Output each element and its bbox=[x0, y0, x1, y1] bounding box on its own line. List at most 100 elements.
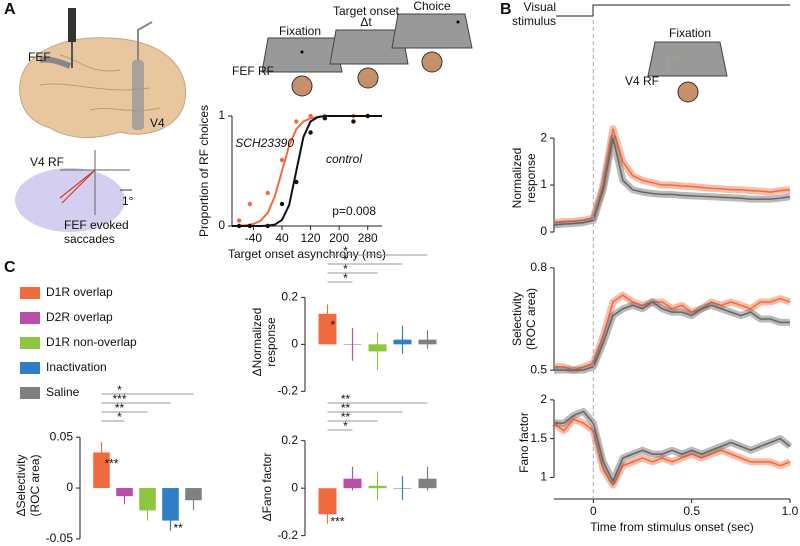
label: FEF evoked bbox=[64, 218, 129, 232]
brain-illustration bbox=[15, 8, 187, 232]
screen bbox=[391, 13, 473, 49]
bracket-label: * bbox=[343, 253, 348, 267]
data-point bbox=[294, 119, 299, 124]
bracket-label: * bbox=[343, 262, 348, 276]
legend-swatch bbox=[20, 312, 40, 324]
data-point bbox=[308, 130, 313, 135]
label: saccades bbox=[64, 232, 115, 246]
x-tick-label: 1.0 bbox=[782, 504, 799, 518]
label: Visual bbox=[524, 0, 556, 14]
error-band bbox=[554, 408, 793, 485]
fef-area bbox=[39, 56, 72, 69]
y-axis-label: (ROC area) bbox=[524, 288, 538, 350]
x-tick-label: 40 bbox=[275, 231, 289, 245]
rf-outline bbox=[666, 57, 681, 73]
v4-rf bbox=[15, 168, 125, 232]
electrode bbox=[68, 8, 76, 42]
significance: *** bbox=[105, 457, 119, 471]
data-point bbox=[236, 223, 242, 229]
y-tick-label: 0.8 bbox=[530, 260, 547, 274]
mean-line bbox=[553, 418, 791, 487]
bracket-label: * bbox=[117, 410, 122, 424]
y-tick-label: 0.2 bbox=[281, 433, 298, 447]
bracket-label: * bbox=[343, 419, 348, 433]
y-axis-label: Proportion of RF choices bbox=[197, 105, 211, 237]
y-tick-label: -0.05 bbox=[46, 531, 74, 545]
fixation-point bbox=[300, 50, 304, 54]
bracket-label: ** bbox=[341, 401, 351, 415]
series-label: control bbox=[326, 152, 362, 166]
bracket-label: ** bbox=[341, 392, 351, 406]
label: FEF bbox=[28, 50, 51, 64]
head bbox=[357, 67, 379, 89]
legend-swatch bbox=[20, 287, 40, 299]
y-tick-label: 0.2 bbox=[281, 290, 298, 304]
bar bbox=[318, 488, 337, 515]
x-tick-label: -40 bbox=[245, 231, 263, 245]
legend-swatch bbox=[20, 337, 40, 349]
fit-line bbox=[232, 115, 382, 227]
y-tick-label: -0.2 bbox=[277, 528, 298, 542]
label: Choice bbox=[413, 0, 451, 13]
x-tick-label: 200 bbox=[329, 231, 349, 245]
data-point bbox=[294, 179, 299, 185]
x-tick-label: 280 bbox=[358, 231, 378, 245]
bracket-label: * bbox=[343, 271, 348, 285]
data-point bbox=[279, 201, 285, 207]
y-tick-label: 1 bbox=[540, 177, 547, 191]
x-tick-label: 0 bbox=[590, 504, 597, 518]
mean-line bbox=[553, 137, 791, 226]
head bbox=[291, 75, 313, 97]
v4-area bbox=[132, 60, 144, 130]
significance: ** bbox=[174, 521, 184, 535]
mean-line bbox=[554, 410, 791, 484]
saccades bbox=[59, 169, 96, 204]
x-axis-label: Time from stimulus onset (sec) bbox=[590, 520, 754, 534]
significance: * bbox=[331, 318, 336, 332]
legend-label: Inactivation bbox=[46, 360, 107, 374]
legend-label: D2R overlap bbox=[46, 310, 113, 324]
legend-label: D1R overlap bbox=[46, 285, 113, 299]
target bbox=[456, 20, 460, 24]
label: Target onset bbox=[333, 4, 400, 18]
panel-label: B bbox=[500, 1, 512, 18]
y-tick-label: -0.2 bbox=[277, 383, 298, 397]
data-point bbox=[351, 119, 356, 124]
y-axis-label: Normalized bbox=[510, 148, 524, 209]
head bbox=[421, 51, 443, 73]
y-tick-label: 0 bbox=[291, 337, 298, 351]
y-axis-label: ΔSelectivity bbox=[14, 454, 28, 516]
bracket-label: *** bbox=[112, 392, 126, 406]
labels: A B C FEF V4 V4 RF 1° FEF evoked saccade… bbox=[4, 0, 711, 276]
data-point bbox=[247, 223, 253, 229]
legend-label: D1R non-overlap bbox=[46, 335, 137, 349]
head bbox=[677, 81, 699, 103]
bracket-label: ** bbox=[341, 410, 351, 424]
error-band bbox=[553, 125, 791, 227]
y-axis-label: response bbox=[264, 317, 278, 367]
bracket-label: * bbox=[343, 244, 348, 258]
y-axis-label: ΔNormalized bbox=[250, 308, 264, 377]
data-point bbox=[279, 157, 285, 163]
label: FEF RF bbox=[232, 64, 274, 78]
y-tick-label: 2 bbox=[540, 130, 547, 144]
label: Fixation bbox=[669, 26, 711, 40]
legend-label: Saline bbox=[46, 385, 80, 399]
label: V4 RF bbox=[625, 74, 659, 88]
y-tick-label: 0.05 bbox=[50, 429, 74, 443]
screen bbox=[329, 29, 409, 65]
y-axis-label: (ROC area) bbox=[28, 454, 42, 516]
y-axis-label: Selectivity bbox=[510, 292, 524, 346]
x-tick-label: 120 bbox=[301, 231, 321, 245]
stimulus-trace bbox=[556, 4, 790, 17]
y-tick-label: 0 bbox=[66, 480, 73, 494]
x-tick-label: 0.5 bbox=[683, 504, 700, 518]
annotation: p=0.008 bbox=[332, 204, 376, 218]
label: V4 RF bbox=[30, 155, 64, 169]
y-tick-label: 0.5 bbox=[530, 362, 547, 376]
bracket-label: * bbox=[117, 383, 122, 397]
bar bbox=[318, 313, 337, 345]
data-point bbox=[322, 116, 328, 121]
label: V4 bbox=[150, 116, 165, 130]
